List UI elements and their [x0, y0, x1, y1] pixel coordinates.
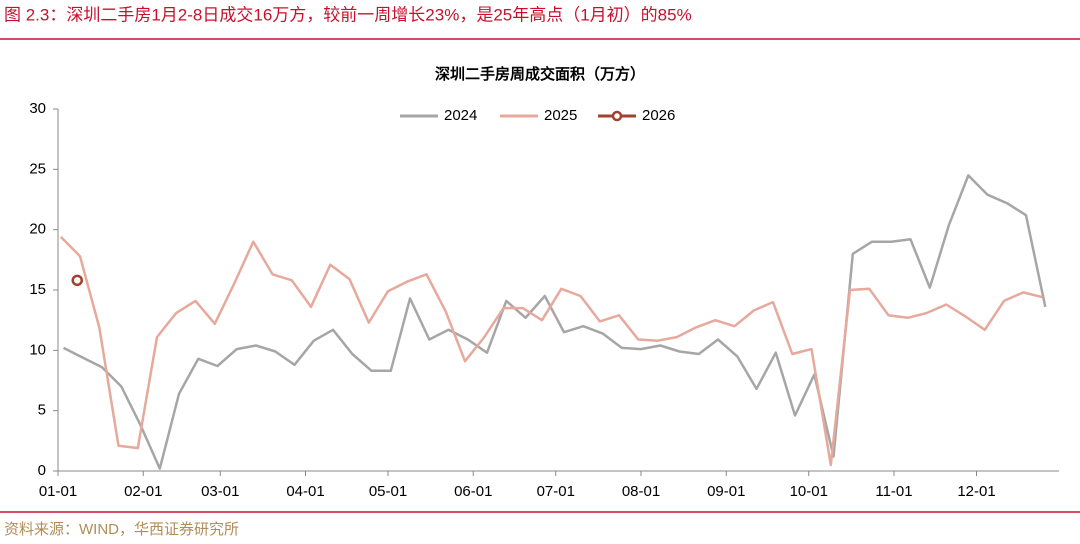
y-tick-label: 20 [29, 221, 46, 238]
y-tick-label: 10 [29, 341, 46, 358]
legend-label: 2026 [642, 107, 675, 124]
x-tick-label: 03-01 [201, 483, 239, 500]
x-tick-label: 06-01 [454, 483, 492, 500]
x-tick-label: 10-01 [790, 483, 828, 500]
y-tick-label: 25 [29, 160, 46, 177]
x-tick-label: 04-01 [286, 483, 324, 500]
x-tick-label: 08-01 [622, 483, 660, 500]
chart-title: 深圳二手房周成交面积（万方） [435, 65, 645, 83]
series-line [62, 174, 1047, 470]
x-tick-label: 05-01 [369, 483, 407, 500]
x-tick-label: 09-01 [707, 483, 745, 500]
y-tick-label: 0 [38, 462, 46, 479]
x-tick-label: 12-01 [957, 483, 995, 500]
x-tick-label: 07-01 [537, 483, 575, 500]
x-tick-label: 02-01 [124, 483, 162, 500]
legend-marker [611, 110, 623, 122]
legend-label: 2025 [544, 107, 577, 124]
y-tick-label: 15 [29, 281, 46, 298]
y-tick-label: 30 [29, 100, 46, 117]
figure-title: 图 2.3：深圳二手房1月2-8日成交16万方，较前一周增长23%，是25年高点… [4, 5, 692, 24]
y-tick-label: 5 [38, 402, 46, 419]
legend-label: 2024 [444, 107, 477, 124]
x-tick-label: 11-01 [875, 483, 912, 500]
series-line [59, 236, 1043, 467]
x-tick-label: 01-01 [39, 483, 77, 500]
source-note: 资料来源：WIND，华西证券研究所 [4, 521, 239, 538]
data-point [71, 274, 83, 287]
